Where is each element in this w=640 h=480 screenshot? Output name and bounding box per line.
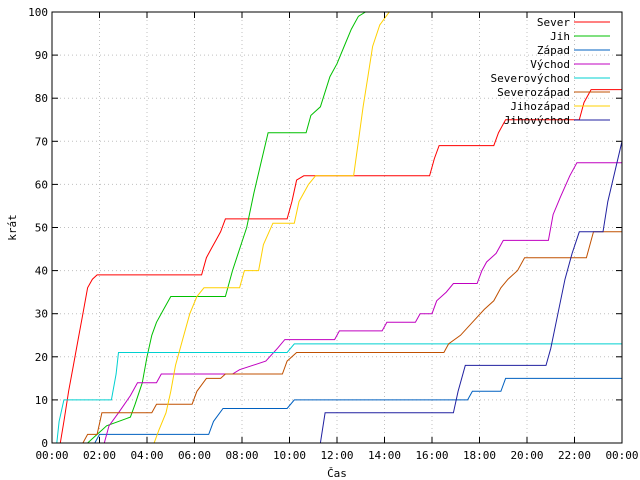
x-tick-label: 12:00 xyxy=(320,449,353,462)
legend-label: Severozápad xyxy=(497,86,570,99)
y-tick-label: 20 xyxy=(35,351,48,364)
series-group xyxy=(56,12,622,443)
legend-label: Východ xyxy=(530,58,570,71)
legend-label: Jihovýchod xyxy=(504,114,570,127)
series-line-2 xyxy=(87,12,366,443)
y-tick-label: 30 xyxy=(35,308,48,321)
series-line-1 xyxy=(59,89,622,443)
x-tick-label: 08:00 xyxy=(225,449,258,462)
ticks xyxy=(51,11,623,444)
legend-label: Jihozápad xyxy=(510,100,570,113)
y-tick-label: 40 xyxy=(35,265,48,278)
x-tick-label: 14:00 xyxy=(368,449,401,462)
x-tick-label: 18:00 xyxy=(463,449,496,462)
series-line-8 xyxy=(319,141,622,443)
tick-labels: 0 10 20 30 40 50 60 70 80 90 100 00:00 02:00 04:00 06:… xyxy=(28,6,638,462)
y-tick-label: 80 xyxy=(35,92,48,105)
y-tick-label: 0 xyxy=(41,437,48,450)
legend-label: Sever xyxy=(537,16,570,29)
x-tick-label: 04:00 xyxy=(130,449,163,462)
x-tick-label: 00:00 xyxy=(605,449,638,462)
x-axis-label: Čas xyxy=(327,467,347,480)
y-tick-label: 50 xyxy=(35,222,48,235)
x-tick-label: 02:00 xyxy=(83,449,116,462)
y-tick-label: 60 xyxy=(35,178,48,191)
y-tick-label: 10 xyxy=(35,394,48,407)
x-tick-label: 22:00 xyxy=(558,449,591,462)
series-line-5 xyxy=(56,343,622,443)
x-tick-label: 06:00 xyxy=(178,449,211,462)
x-tick-label: 16:00 xyxy=(415,449,448,462)
x-tick-label: 20:00 xyxy=(510,449,543,462)
series-line-4 xyxy=(103,162,622,443)
series-line-3 xyxy=(94,377,622,443)
legend-label: Jih xyxy=(550,30,570,43)
y-tick-label: 100 xyxy=(28,6,48,19)
legend-label: Západ xyxy=(537,44,570,57)
x-tick-label: 00:00 xyxy=(35,449,68,462)
series-line-7 xyxy=(153,12,390,443)
y-tick-label: 70 xyxy=(35,135,48,148)
y-tick-label: 90 xyxy=(35,49,48,62)
legend: SeverJihZápadVýchodSeverovýchodSeverozáp… xyxy=(491,16,610,127)
x-tick-label: 10:00 xyxy=(273,449,306,462)
legend-label: Severovýchod xyxy=(491,72,570,85)
series-line-6 xyxy=(82,231,622,443)
y-axis-label: krát xyxy=(6,214,19,241)
